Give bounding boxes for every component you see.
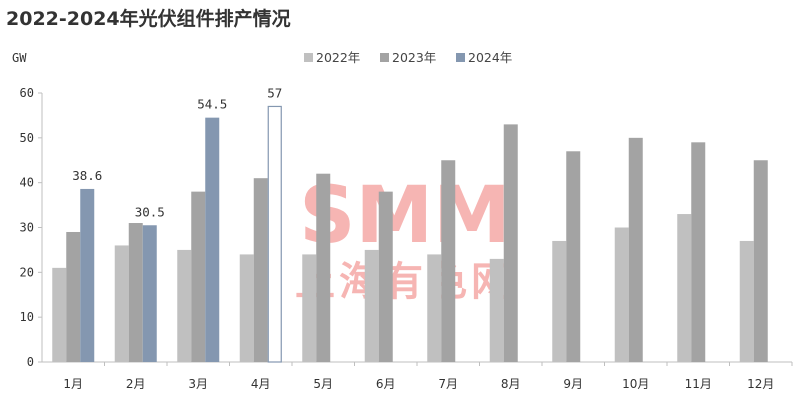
x-tick-label: 5月: [313, 377, 333, 391]
x-tick-label: 4月: [251, 377, 271, 391]
bar-2022年-10月: [614, 227, 629, 362]
y-tick-label: 50: [20, 131, 34, 145]
x-tick-label: 12月: [747, 377, 774, 391]
bar-2022年-1月: [52, 267, 67, 362]
bar-2023年-10月: [628, 137, 643, 362]
bar-2024年-1月: [80, 188, 95, 362]
data-labels: 38.6 30.5 54.5 57: [72, 85, 282, 219]
y-tick-label: 0: [27, 355, 34, 369]
bar-2023年-7月: [441, 160, 456, 362]
data-label: 54.5: [197, 97, 227, 112]
legend: 2022年 2023年 2024年: [304, 50, 512, 65]
data-label: 38.6: [72, 168, 102, 183]
smm-watermark: SMM 上海有色网: [295, 171, 515, 305]
data-label: 30.5: [135, 204, 165, 219]
y-tick-label: 40: [20, 176, 34, 190]
bar-2022年-3月: [177, 249, 192, 362]
x-tick-label: 10月: [622, 377, 649, 391]
x-tick-label: 7月: [438, 377, 458, 391]
bar-2024年-2月: [142, 225, 157, 362]
x-tick-label: 11月: [685, 377, 712, 391]
bar-2023年-8月: [503, 124, 518, 362]
bar-2024年-3月: [205, 117, 220, 363]
bar-2022年-12月: [739, 240, 754, 362]
bar-2022年-4月: [239, 254, 254, 362]
axes: GW 0 10 20 30 40 50 60 1月 2月 3月 4月 5月 6月 7月 8月 9月 10月 11月 1…: [12, 51, 793, 391]
y-axis-label: GW: [12, 51, 27, 65]
legend-swatch: [380, 53, 389, 62]
bars: [52, 105, 768, 363]
x-tick-label: 1月: [63, 377, 83, 391]
y-tick-label: 30: [20, 221, 34, 235]
bar-2022年-9月: [552, 240, 567, 362]
bar-2022年-2月: [114, 245, 129, 362]
bar-2022年-8月: [489, 258, 504, 362]
legend-label: 2024年: [468, 50, 512, 65]
x-tick-label: 9月: [563, 377, 583, 391]
legend-label: 2023年: [392, 50, 436, 65]
y-tick-label: 10: [20, 310, 34, 324]
bar-2023年-3月: [191, 191, 206, 362]
x-tick-label: 6月: [376, 377, 396, 391]
bar-2023年-4月: [253, 178, 268, 362]
bar-2022年-5月: [302, 254, 317, 362]
bar-2023年-1月: [66, 231, 81, 362]
bar-2022年-7月: [427, 254, 442, 362]
legend-swatch: [304, 53, 313, 62]
watermark-logo: SMM: [299, 171, 510, 261]
bar-2023年-11月: [691, 142, 706, 362]
y-tick-label: 60: [20, 86, 34, 100]
legend-label: 2022年: [316, 50, 360, 65]
x-tick-label: 8月: [501, 377, 521, 391]
bar-2023年-6月: [378, 191, 393, 362]
bar-2023年-2月: [128, 223, 143, 362]
bar-2023年-12月: [753, 160, 768, 362]
bar-2023年-5月: [316, 173, 331, 362]
bar-2023年-9月: [566, 151, 581, 362]
chart-title: 2022-2024年光伏组件排产情况: [6, 8, 291, 30]
data-label: 57: [267, 85, 282, 100]
watermark-text: 上海有色网: [295, 259, 515, 305]
bar-2022年-6月: [364, 249, 379, 362]
x-tick-label: 2月: [126, 377, 146, 391]
bar-2024年-4月: [267, 105, 282, 363]
x-tick-label: 3月: [188, 377, 208, 391]
y-tick-label: 20: [20, 265, 34, 279]
legend-swatch: [456, 53, 465, 62]
bar-2022年-11月: [677, 214, 692, 362]
